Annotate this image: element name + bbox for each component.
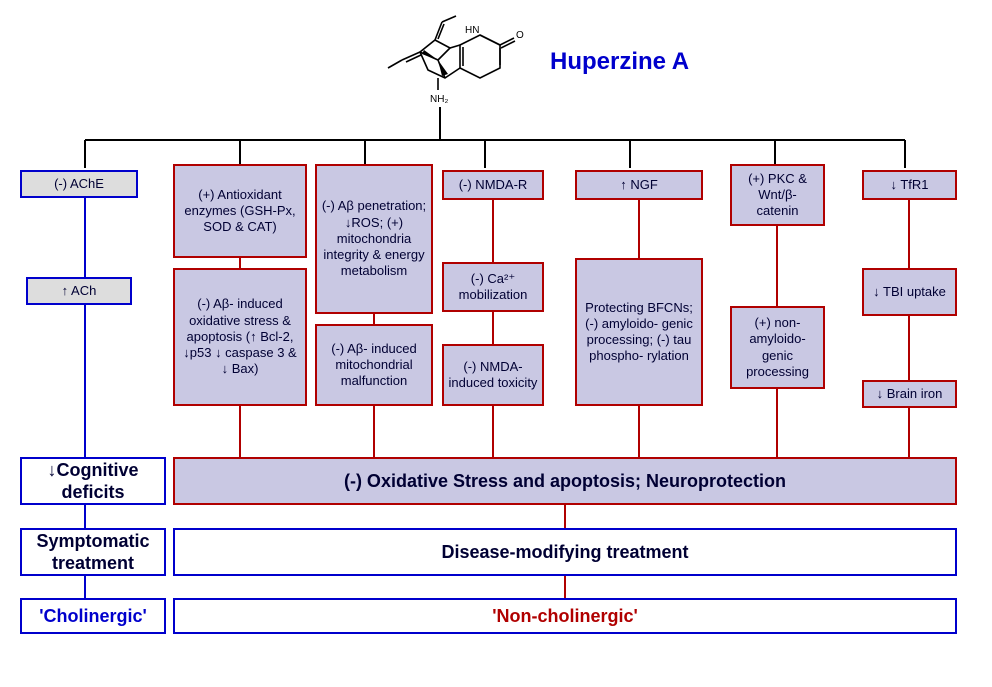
diagram-title: Huperzine A — [550, 48, 689, 76]
node-nmda_tox: (-) NMDA- induced toxicity — [442, 344, 544, 406]
node-ab_mito: (-) Aβ- induced mitochondrial malfunctio… — [315, 324, 433, 406]
node-antioxidant: (+) Antioxidant enzymes (GSH-Px, SOD & C… — [173, 164, 307, 258]
row-treat-right: Disease-modifying treatment — [173, 528, 957, 576]
node-bfcn: Protecting BFCNs; (-) amyloido- genic pr… — [575, 258, 703, 406]
row-cholin-left: 'Cholinergic' — [20, 598, 166, 634]
node-ca: (-) Ca²⁺ mobilization — [442, 262, 544, 312]
huperzine-diagram: Huperzine A — [10, 10, 982, 677]
node-ngf: ↑ NGF — [575, 170, 703, 200]
label-nh: HN — [465, 25, 479, 36]
label-nh2: NH₂ — [430, 94, 448, 105]
node-tbi: ↓ TBI uptake — [862, 268, 957, 316]
node-ab_ox: (-) Aβ- induced oxidative stress & apopt… — [173, 268, 307, 406]
node-ache: (-) AChE — [20, 170, 138, 198]
row-cogdef-left: ↓Cognitive deficits — [20, 457, 166, 505]
label-o: O — [516, 30, 524, 41]
node-nmdar: (-) NMDA-R — [442, 170, 544, 200]
node-nonamy: (+) non- amyloido- genic processing — [730, 306, 825, 389]
node-ach: ↑ ACh — [26, 277, 132, 305]
molecule-structure: NH₂ HN O — [350, 10, 530, 115]
row-cholin-right: 'Non-cholinergic' — [173, 598, 957, 634]
node-iron: ↓ Brain iron — [862, 380, 957, 408]
node-pkc: (+) PKC & Wnt/β- catenin — [730, 164, 825, 226]
node-tfr1: ↓ TfR1 — [862, 170, 957, 200]
node-ab_pen: (-) Aβ penetration; ↓ROS; (+) mitochondr… — [315, 164, 433, 314]
row-treat-left: Symptomatic treatment — [20, 528, 166, 576]
row-cogdef-right: (-) Oxidative Stress and apoptosis; Neur… — [173, 457, 957, 505]
